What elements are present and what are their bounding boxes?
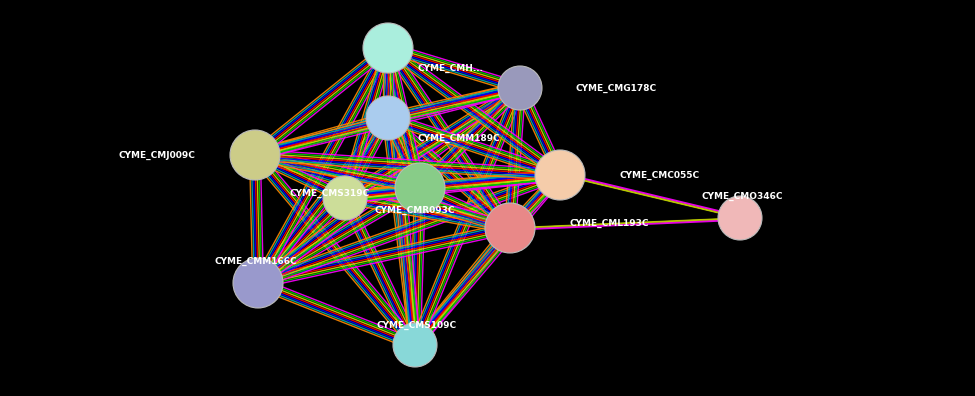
Circle shape xyxy=(535,150,585,200)
Text: CYME_CMM166C: CYME_CMM166C xyxy=(214,257,297,266)
Text: CYME_CML193C: CYME_CML193C xyxy=(570,219,649,228)
Text: CYME_CMC055C: CYME_CMC055C xyxy=(620,170,700,179)
Circle shape xyxy=(323,176,367,220)
Circle shape xyxy=(718,196,762,240)
Circle shape xyxy=(498,66,542,110)
Text: CYME_CMG178C: CYME_CMG178C xyxy=(575,84,656,93)
Text: CYME_CMH...: CYME_CMH... xyxy=(418,63,484,72)
Text: CYME_CMR093C: CYME_CMR093C xyxy=(374,206,455,215)
Text: CYME_CMO346C: CYME_CMO346C xyxy=(701,191,783,200)
Circle shape xyxy=(393,323,437,367)
Circle shape xyxy=(230,130,280,180)
Text: CYME_CMS109C: CYME_CMS109C xyxy=(377,320,457,329)
Text: CYME_CMS319C: CYME_CMS319C xyxy=(290,188,370,198)
Circle shape xyxy=(485,203,535,253)
Circle shape xyxy=(363,23,413,73)
Circle shape xyxy=(233,258,283,308)
Text: CYME_CMM189C: CYME_CMM189C xyxy=(418,133,501,143)
Circle shape xyxy=(395,163,445,213)
Text: CYME_CMJ009C: CYME_CMJ009C xyxy=(118,150,195,160)
Circle shape xyxy=(366,96,410,140)
